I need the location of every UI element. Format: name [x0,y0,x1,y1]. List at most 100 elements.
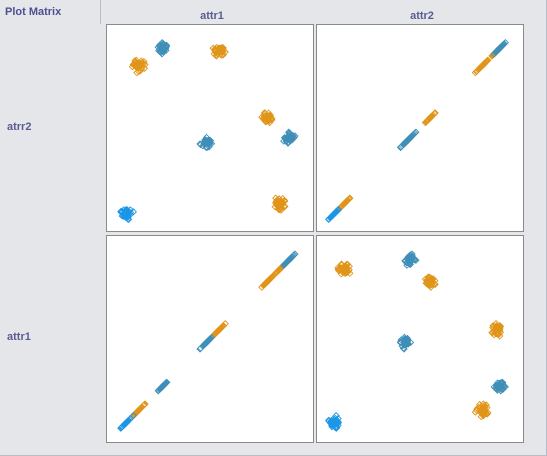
scatter-point [266,111,274,119]
scatter-point [496,43,505,52]
scatter-point [492,385,500,393]
scatter-point [332,208,340,216]
scatter-point [286,132,294,141]
scatter-point [157,384,165,392]
scatter-point [280,134,289,142]
scatter-point [122,209,130,217]
scatter-point [427,274,435,282]
scatter-point [492,47,501,56]
scatter-point [132,56,140,64]
scatter-attr2-vs-attr1[interactable] [317,236,523,442]
scatter-point [345,266,353,274]
scatter-point [332,416,340,425]
scatter-point [404,339,412,347]
row-label-attr1: attr1 [7,331,31,343]
scatter-point [492,381,501,389]
scatter-point [494,328,502,337]
scatter-point [264,277,272,285]
scatter-point [482,401,491,409]
scatter-point [271,199,280,207]
scatter-point [120,421,128,429]
plot-cell-attr2-vs-atrr2[interactable] [316,24,524,232]
scatter-point [219,44,227,52]
scatter-point [135,67,143,76]
row-label-atrr2: atrr2 [7,121,32,133]
scatter-point [277,264,285,272]
scatter-point [331,414,340,423]
scatter-point [212,46,221,54]
scatter-point [480,60,488,68]
scatter-point [472,406,481,414]
scatter-point [218,51,226,59]
scatter-point [426,114,434,122]
scatter-point [275,266,283,274]
scatter-point [219,51,227,59]
scatter-point [160,47,168,56]
plot-matrix-title: Plot Matrix [5,6,62,18]
scatter-attr1-vs-attr1[interactable] [107,236,313,442]
scatter-point [286,131,295,139]
scatter-attr1-vs-atrr2[interactable] [107,25,313,231]
scatter-point [131,57,139,65]
scatter-point [218,323,226,331]
scatter-point [482,410,490,418]
scatter-point [140,57,148,66]
scatter-point [397,336,405,344]
scatter-point [213,51,221,59]
scatter-point [156,48,164,56]
scatter-point [128,63,137,71]
scatter-point [275,195,283,203]
scatter-point [429,111,437,119]
scatter-point [262,279,270,287]
scatter-point [409,254,417,263]
scatter-point [212,328,221,337]
plot-cell-attr2-vs-attr1[interactable] [316,235,524,443]
scatter-point [334,264,342,272]
scatter-point [277,199,285,207]
scatter-point [279,199,287,207]
scatter-point [122,419,130,427]
scatter-point [480,401,488,410]
scatter-point [497,387,505,395]
scatter-point [284,138,292,146]
scatter-point [402,138,410,146]
scatter-point [482,58,490,66]
scatter-point [489,322,497,330]
scatter-point [345,195,353,203]
scatter-point [476,403,484,412]
scatter-point [400,345,408,353]
scatter-point [140,401,148,409]
scatter-attr2-vs-atrr2[interactable] [317,25,523,231]
scatter-point [131,58,139,66]
column-label-attr1: attr1 [200,10,224,22]
scatter-point [124,208,133,216]
plot-cell-attr1-vs-atrr2[interactable] [106,24,314,232]
scatter-point [280,260,289,269]
scatter-point [273,268,281,276]
scatter-point [429,275,437,283]
scatter-point [489,328,497,336]
scatter-point [154,43,162,51]
scatter-point [496,322,504,330]
title-bar: Plot Matrix [0,0,101,24]
scatter-point [126,208,135,217]
plot-cell-attr1-vs-attr1[interactable] [106,235,314,443]
scatter-point [492,320,500,328]
scatter-point [158,50,166,58]
scatter-point [202,136,210,144]
scatter-point [407,255,416,263]
scatter-point [202,339,210,347]
scatter-point [423,117,431,125]
scatter-point [484,409,492,417]
scatter-point [483,410,491,418]
scatter-point [338,202,346,210]
scatter-point [477,63,485,71]
scatter-point [398,342,406,350]
scatter-point [406,134,414,142]
scatter-point [135,406,143,414]
scatter-point [472,67,481,76]
scatter-point [398,142,406,150]
scatter-point [477,412,485,421]
scatter-point [471,408,479,416]
